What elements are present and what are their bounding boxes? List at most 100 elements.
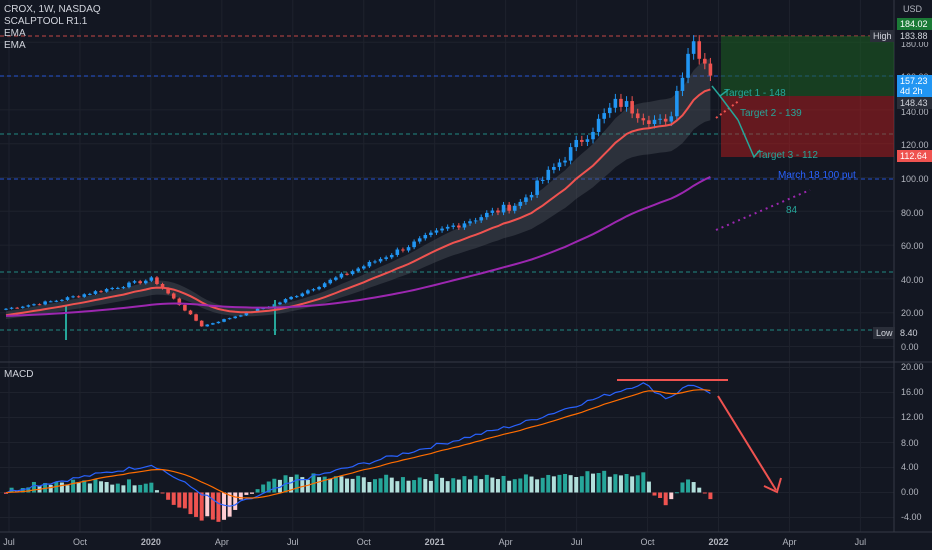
candle-body <box>585 139 590 142</box>
histogram-bar <box>188 492 193 515</box>
ema-cloud-band <box>6 58 711 319</box>
time-tick-label: 2022 <box>708 537 728 547</box>
histogram-bar <box>574 476 579 493</box>
target-zone <box>721 36 894 96</box>
histogram-bar <box>99 481 104 493</box>
countdown-badge: 4d 2h <box>900 86 923 96</box>
symbol-title[interactable]: CROX, 1W, NASDAQ <box>4 4 101 15</box>
histogram-bar <box>154 490 159 493</box>
candle-body <box>484 212 489 218</box>
indicator-label-ema-2[interactable]: EMA <box>4 40 26 51</box>
macd-tick-label: 12.00 <box>901 412 924 422</box>
candle-body <box>216 321 221 324</box>
target2-arrow <box>719 95 739 121</box>
macd-pane-label[interactable]: MACD <box>4 369 34 380</box>
histogram-bar <box>434 474 439 493</box>
candle-body <box>166 288 170 294</box>
macd-tick-label: -4.00 <box>901 512 922 522</box>
candle-body <box>580 139 584 142</box>
candle-body <box>686 53 690 78</box>
price-top-badge: 184.02 <box>900 19 928 29</box>
histogram-bar <box>468 479 473 493</box>
histogram-bar <box>602 470 607 493</box>
histogram-bar <box>182 492 187 509</box>
candle-body <box>624 101 629 107</box>
candle-body <box>619 98 623 107</box>
ema-slow-line <box>5 175 711 317</box>
candle-body <box>322 283 327 288</box>
candle-body <box>143 280 148 284</box>
candle-body <box>697 41 702 59</box>
histogram-bar <box>350 478 355 493</box>
currency-label: USD <box>903 4 923 14</box>
candle-body <box>675 90 679 117</box>
candle-body <box>205 324 210 327</box>
candle-body <box>43 301 47 305</box>
histogram-bar <box>479 479 484 493</box>
candle-body <box>294 296 299 298</box>
histogram-bar <box>428 480 433 493</box>
histogram-bar <box>76 482 81 493</box>
candle-body <box>278 302 282 305</box>
histogram-bar <box>345 478 350 493</box>
histogram-bar <box>115 483 120 493</box>
candle-body <box>132 281 137 283</box>
price-tick-label: 140.00 <box>901 107 929 117</box>
candle-body <box>356 268 361 272</box>
candle-body <box>334 277 338 280</box>
level-84-label: 84 <box>786 205 798 216</box>
candle-body <box>26 305 31 307</box>
price-current-badge-bg <box>897 75 932 87</box>
macd-tick-label: 0.00 <box>901 487 919 497</box>
histogram-bar <box>255 489 260 493</box>
macd-down-arrow <box>717 395 777 491</box>
histogram-bar <box>356 475 361 493</box>
histogram-bar <box>48 484 53 493</box>
time-tick-label: Apr <box>215 537 229 547</box>
histogram-bar <box>54 481 59 493</box>
low-label-badge-bg <box>873 327 895 339</box>
candle-body <box>88 293 92 295</box>
histogram-bar <box>658 492 663 498</box>
candle-body <box>630 101 634 114</box>
histogram-bar <box>244 492 249 495</box>
macd-tick-label: 20.00 <box>901 362 924 372</box>
histogram-bar <box>177 492 182 508</box>
candle-body <box>451 225 456 227</box>
candle-body <box>104 289 109 292</box>
macd-line <box>5 382 711 507</box>
stop-zone <box>721 96 894 157</box>
candle-body <box>155 277 159 285</box>
price-top-badge-bg <box>897 18 932 30</box>
candle-body <box>479 217 483 221</box>
candle-body <box>373 261 377 263</box>
indicator-label-scalptool[interactable]: SCALPTOOL R1.1 <box>4 16 88 27</box>
candle-body <box>233 316 238 319</box>
candle-body <box>306 290 310 294</box>
time-tick-label: Oct <box>357 537 372 547</box>
histogram-bar <box>333 476 338 493</box>
histogram-bar <box>194 492 199 517</box>
histogram-bar <box>535 479 540 493</box>
candle-body <box>462 223 467 228</box>
histogram-bar <box>529 476 534 493</box>
candle-body <box>663 118 668 122</box>
candle-body <box>188 310 193 315</box>
candle-body <box>641 118 646 121</box>
indicator-label-ema-1[interactable]: EMA <box>4 28 26 39</box>
histogram-bar <box>596 473 601 493</box>
target3-label: Target 3 - 112 <box>757 150 818 161</box>
histogram-bar <box>607 476 612 493</box>
candle-body <box>647 120 651 125</box>
histogram-bar <box>289 476 294 493</box>
candle-body <box>65 297 70 300</box>
histogram-bar <box>652 492 657 496</box>
candle-body <box>406 247 411 251</box>
price-stop-badge-bg <box>897 150 932 162</box>
price-tick-label: 40.00 <box>901 275 924 285</box>
candle-body <box>9 307 14 309</box>
histogram-bar <box>378 478 383 493</box>
time-tick-label: Oct <box>641 537 656 547</box>
